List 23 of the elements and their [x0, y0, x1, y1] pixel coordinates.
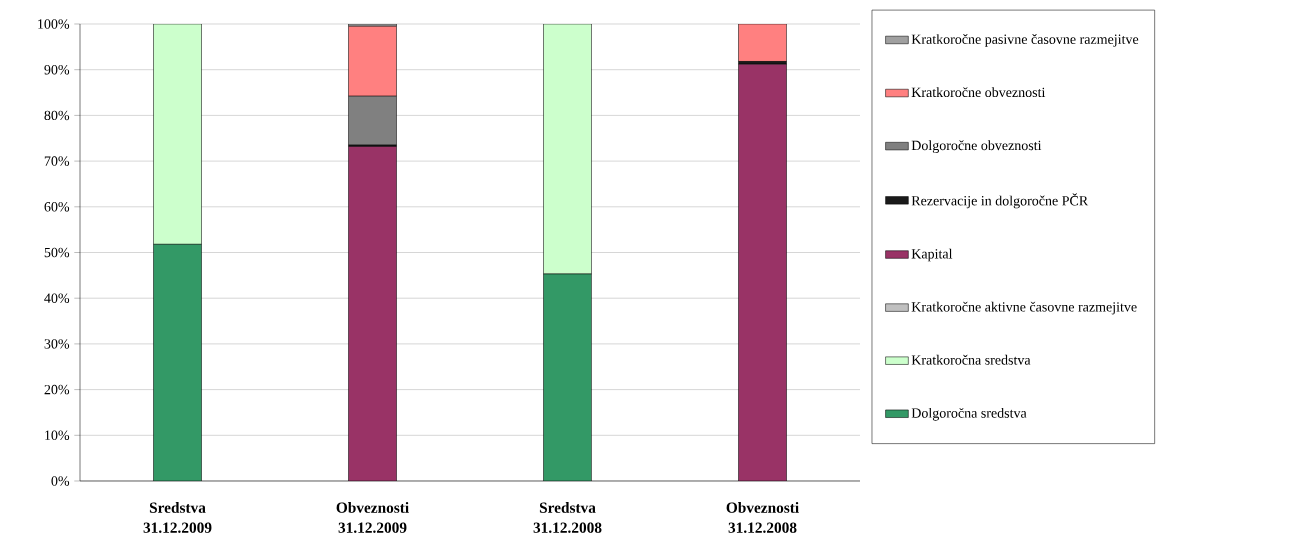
y-tick-label: 20%	[44, 384, 70, 395]
legend-label: Kratkoročne aktivne časovne razmejitve	[911, 301, 1137, 315]
legend-label: Kratkoročna sredstva	[911, 354, 1031, 365]
legend-label: Kratkoročne pasivne časovne razmejitve	[911, 34, 1139, 47]
legend-label: Dolgoročna sredstva	[911, 407, 1027, 421]
y-tick-label: 90%	[44, 64, 70, 75]
legend-label: Kratkoročne obveznosti	[911, 87, 1046, 98]
x-tick-label: Obveznosti 31.12.2008	[726, 502, 799, 533]
y-tick-label: 80%	[44, 110, 70, 121]
y-tick-label: 40%	[44, 293, 70, 303]
y-tick-label: 10%	[45, 430, 70, 441]
x-tick-label: Sredstva 31.12.2009	[143, 502, 212, 533]
y-tick-label: 60%	[44, 202, 70, 212]
x-tick-label: Sredstva 31.12.2008	[533, 502, 602, 533]
x-tick-label: Obveznosti 31.12.2009	[336, 502, 409, 533]
legend-label: Kapital	[911, 248, 953, 262]
y-tick-label: 100%	[38, 19, 70, 29]
y-tick-label: 70%	[44, 156, 70, 166]
legend-label: Dolgoročne obveznosti	[911, 140, 1042, 153]
legend-label: Rezervacije in dolgoročne PČR	[911, 193, 1089, 209]
y-tick-label: 0%	[51, 476, 70, 486]
y-tick-label: 50%	[44, 247, 70, 258]
y-tick-label: 30%	[44, 339, 70, 349]
